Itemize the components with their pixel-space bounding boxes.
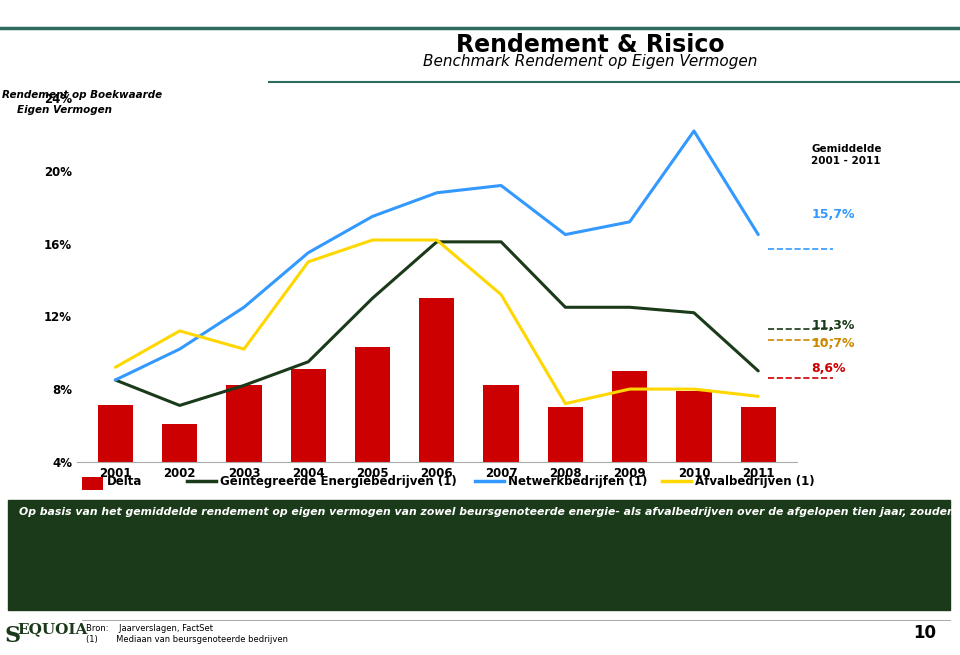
Text: S: S (5, 625, 21, 647)
Bar (484, 385, 518, 534)
Text: Gemiddelde
2001 - 2011: Gemiddelde 2001 - 2011 (811, 144, 881, 166)
Text: EQUOIA: EQUOIA (17, 622, 87, 636)
Text: Rendement & Risico: Rendement & Risico (456, 33, 725, 57)
Bar (355, 347, 390, 534)
Bar (548, 407, 583, 534)
Bar (676, 391, 711, 534)
Text: Delta: Delta (107, 475, 142, 488)
Text: Bron:    Jaarverslagen, FactSet: Bron: Jaarverslagen, FactSet (86, 624, 213, 633)
Text: Benchmark Rendement op Eigen Vermogen: Benchmark Rendement op Eigen Vermogen (423, 54, 757, 69)
Text: 11,3%: 11,3% (811, 319, 854, 332)
Bar (291, 369, 325, 534)
Bar (98, 405, 133, 534)
Text: Op basis van het gemiddelde rendement op eigen vermogen van zowel beursgenoteerd: Op basis van het gemiddelde rendement op… (19, 507, 960, 517)
Text: Eigen Vermogen: Eigen Vermogen (17, 105, 112, 115)
Text: 8,6%: 8,6% (811, 362, 846, 375)
Text: Afvalbedrijven (1): Afvalbedrijven (1) (695, 475, 815, 488)
Bar (612, 371, 647, 534)
Bar (420, 298, 454, 534)
Bar (740, 407, 776, 534)
Text: Rendement op Boekwaarde: Rendement op Boekwaarde (2, 90, 162, 100)
Text: 10: 10 (913, 624, 936, 641)
Text: 15,7%: 15,7% (811, 208, 854, 221)
Bar (227, 385, 262, 534)
Text: Netwerkbedrijfen (1): Netwerkbedrijfen (1) (508, 475, 647, 488)
Bar (162, 424, 198, 534)
Text: Geïntegreerde Energiebedrijven (1): Geïntegreerde Energiebedrijven (1) (220, 475, 457, 488)
Text: (1)       Mediaan van beursgenoteerde bedrijven: (1) Mediaan van beursgenoteerde bedrijve… (86, 635, 288, 645)
Text: 10,7%: 10,7% (811, 337, 854, 350)
